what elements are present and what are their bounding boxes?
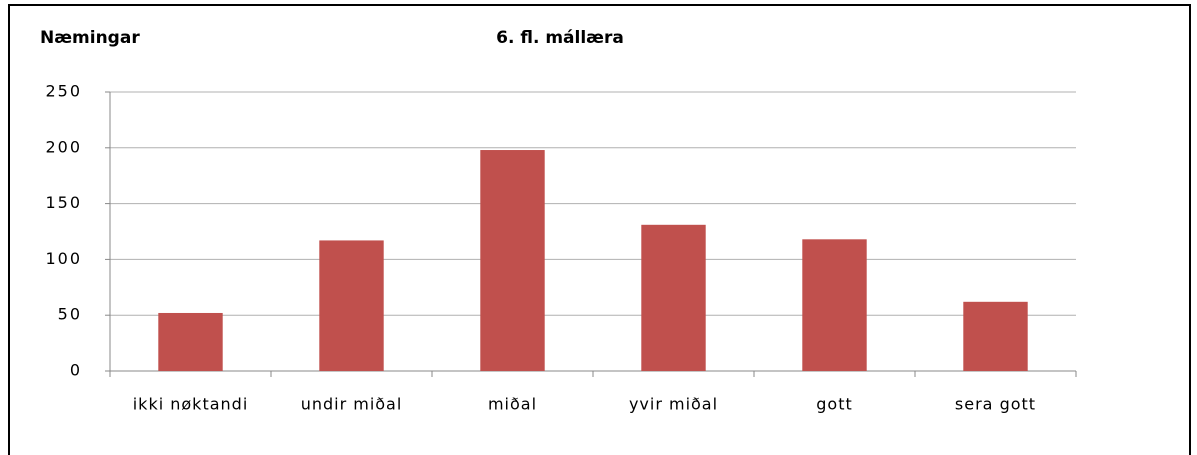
bar xyxy=(641,224,706,371)
x-tick-label: gott xyxy=(816,395,853,414)
y-tick-label: 250 xyxy=(45,82,82,101)
y-tick-label: 100 xyxy=(45,249,82,268)
bar xyxy=(158,312,223,371)
chart-title: 6. fl. mállæra xyxy=(496,28,624,48)
x-tick-label: ikki nøktandi xyxy=(133,395,249,414)
y-tick-label: 150 xyxy=(45,193,82,212)
bar xyxy=(319,240,384,371)
x-tick-label: yvir miðal xyxy=(629,395,718,414)
x-tick-label: sera gott xyxy=(955,395,1036,414)
y-tick-label: 50 xyxy=(58,305,82,324)
bar xyxy=(802,239,867,371)
y-tick-label: 0 xyxy=(70,361,82,380)
y-axis-label: Næmingar xyxy=(40,28,140,48)
bar xyxy=(480,150,545,371)
bar xyxy=(963,301,1028,371)
x-tick-label: undir miðal xyxy=(301,395,403,414)
y-tick-label: 200 xyxy=(45,137,82,156)
x-tick-label: miðal xyxy=(488,395,537,414)
frame xyxy=(8,4,1191,455)
